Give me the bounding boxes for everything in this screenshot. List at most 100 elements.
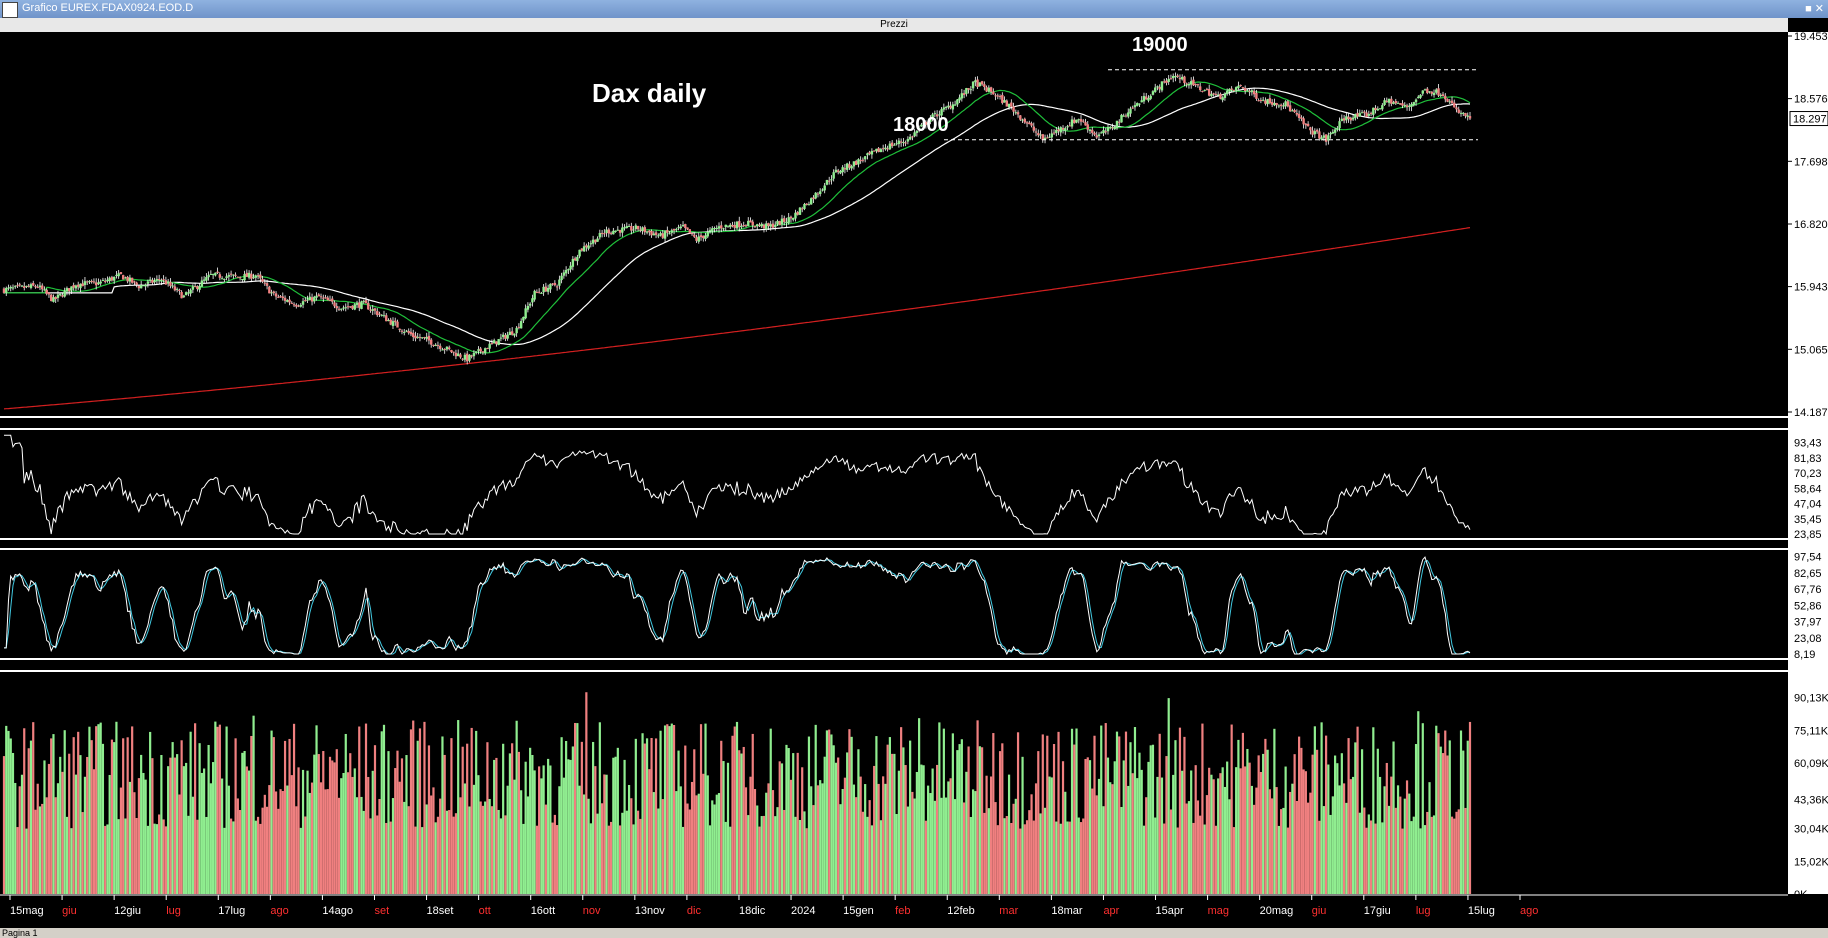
candle-down	[1347, 116, 1350, 120]
candle-down	[654, 232, 658, 235]
candle-up	[1396, 102, 1400, 104]
volume-bar-up	[149, 731, 152, 894]
volume-bar-down	[432, 787, 435, 894]
volume-bar-down	[1208, 767, 1211, 894]
volume-bar-down	[1369, 820, 1373, 894]
candle-down	[636, 225, 640, 230]
volume-bar-down	[430, 795, 433, 894]
candle-up	[657, 235, 660, 237]
volume-bar-up	[1392, 741, 1395, 894]
volume-bar-down	[1201, 723, 1204, 894]
candle-down	[650, 231, 653, 236]
volume-bar-up	[1354, 742, 1357, 894]
stoch-d-line	[4, 558, 1471, 655]
volume-bar-down	[1365, 827, 1368, 894]
candle-up	[254, 275, 258, 278]
x-tick-label: mag	[1208, 905, 1229, 917]
candle-down	[1309, 127, 1312, 131]
volume-bar-up	[221, 778, 224, 894]
sheet-tab[interactable]: Pagina 1	[2, 928, 38, 938]
window-title: Grafico EUREX.FDAX0924.EOD.D	[22, 2, 194, 14]
candle-up	[884, 147, 887, 150]
ma-slow-line	[4, 87, 1471, 346]
candle-up	[1050, 133, 1053, 138]
candle-up	[1160, 81, 1164, 91]
volume-bar-up	[56, 783, 60, 894]
volume-bar-up	[1313, 726, 1316, 894]
candle-down	[443, 349, 446, 351]
candle-down	[137, 285, 141, 289]
candle-up	[567, 269, 570, 271]
volume-bar-up	[562, 777, 565, 894]
volume-bar-down	[1405, 780, 1409, 894]
dax-chart[interactable]: Dax daily 19000 18000 19.453 18.576 17.698 16.…	[0, 32, 1828, 928]
candle-up	[681, 224, 685, 227]
candle-down	[265, 283, 269, 286]
x-tick-label: 13nov	[635, 905, 665, 917]
price-axis-panel	[1788, 32, 1828, 894]
volume-bar-down	[54, 797, 57, 894]
candle-up	[1421, 90, 1424, 94]
window-controls[interactable]: ■ ✕	[1805, 3, 1824, 15]
candle-up	[587, 245, 590, 249]
candle-up	[241, 279, 244, 281]
candle-up	[1122, 115, 1125, 117]
candle-down	[980, 81, 984, 85]
volume-bar-up	[205, 816, 208, 894]
candle-up	[1043, 137, 1047, 140]
candle-up	[1266, 99, 1269, 105]
volume-bar-up	[1396, 785, 1400, 894]
volume-bar-up	[589, 823, 592, 894]
candle-down	[1158, 86, 1161, 90]
volume-bar-down	[122, 738, 125, 894]
candle-down	[1057, 129, 1060, 132]
candle-up	[809, 198, 813, 205]
volume-bar-down	[364, 723, 368, 894]
volume-bar-down	[322, 751, 325, 894]
volume-bar-up	[1149, 745, 1152, 894]
candle-down	[268, 286, 271, 294]
candle-up	[1115, 120, 1119, 129]
rsi-tick-label: 47,04	[1794, 499, 1822, 511]
candle-down	[76, 284, 80, 287]
candle-up	[926, 122, 930, 125]
volume-bar-up	[1077, 817, 1080, 894]
candle-down	[551, 283, 554, 285]
volume-bar-down	[423, 721, 426, 894]
volume-bar-up	[875, 736, 878, 894]
volume-bar-down	[843, 777, 847, 894]
candle-down	[234, 274, 237, 276]
volume-bar-down	[36, 783, 39, 894]
volume-bar-up	[792, 753, 795, 894]
volume-bar-down	[801, 767, 804, 894]
volume-bar-down	[1401, 828, 1404, 894]
volume-bar-up	[713, 804, 716, 894]
volume-bar-down	[538, 766, 541, 894]
volume-bar-up	[308, 792, 311, 894]
candle-down	[1243, 87, 1247, 92]
volume-bar-down	[778, 761, 781, 894]
candle-down	[1444, 95, 1447, 100]
candle-up	[144, 284, 147, 287]
candle-down	[868, 152, 871, 154]
candle-up	[43, 289, 46, 291]
candle-down	[1232, 89, 1236, 91]
candle-up	[474, 351, 478, 353]
volume-bar-down	[855, 797, 858, 894]
candle-up	[101, 279, 105, 281]
volume-bar-down	[1082, 818, 1085, 894]
volume-bar-down	[911, 791, 914, 894]
candle-down	[1297, 113, 1301, 118]
volume-tick-label: 30,04K	[1794, 824, 1828, 836]
candle-up	[1147, 98, 1150, 101]
candle-up	[421, 337, 424, 339]
candle-down	[1041, 134, 1044, 141]
volume-bar-down	[1041, 734, 1044, 894]
candle-down	[1023, 118, 1027, 123]
candle-down	[812, 197, 815, 200]
candle-up	[863, 156, 867, 160]
stoch-tick-label: 23,08	[1794, 633, 1822, 645]
volume-bar-down	[873, 765, 876, 894]
candle-up	[1408, 105, 1411, 107]
rsi-tick-label: 58,64	[1794, 483, 1822, 495]
